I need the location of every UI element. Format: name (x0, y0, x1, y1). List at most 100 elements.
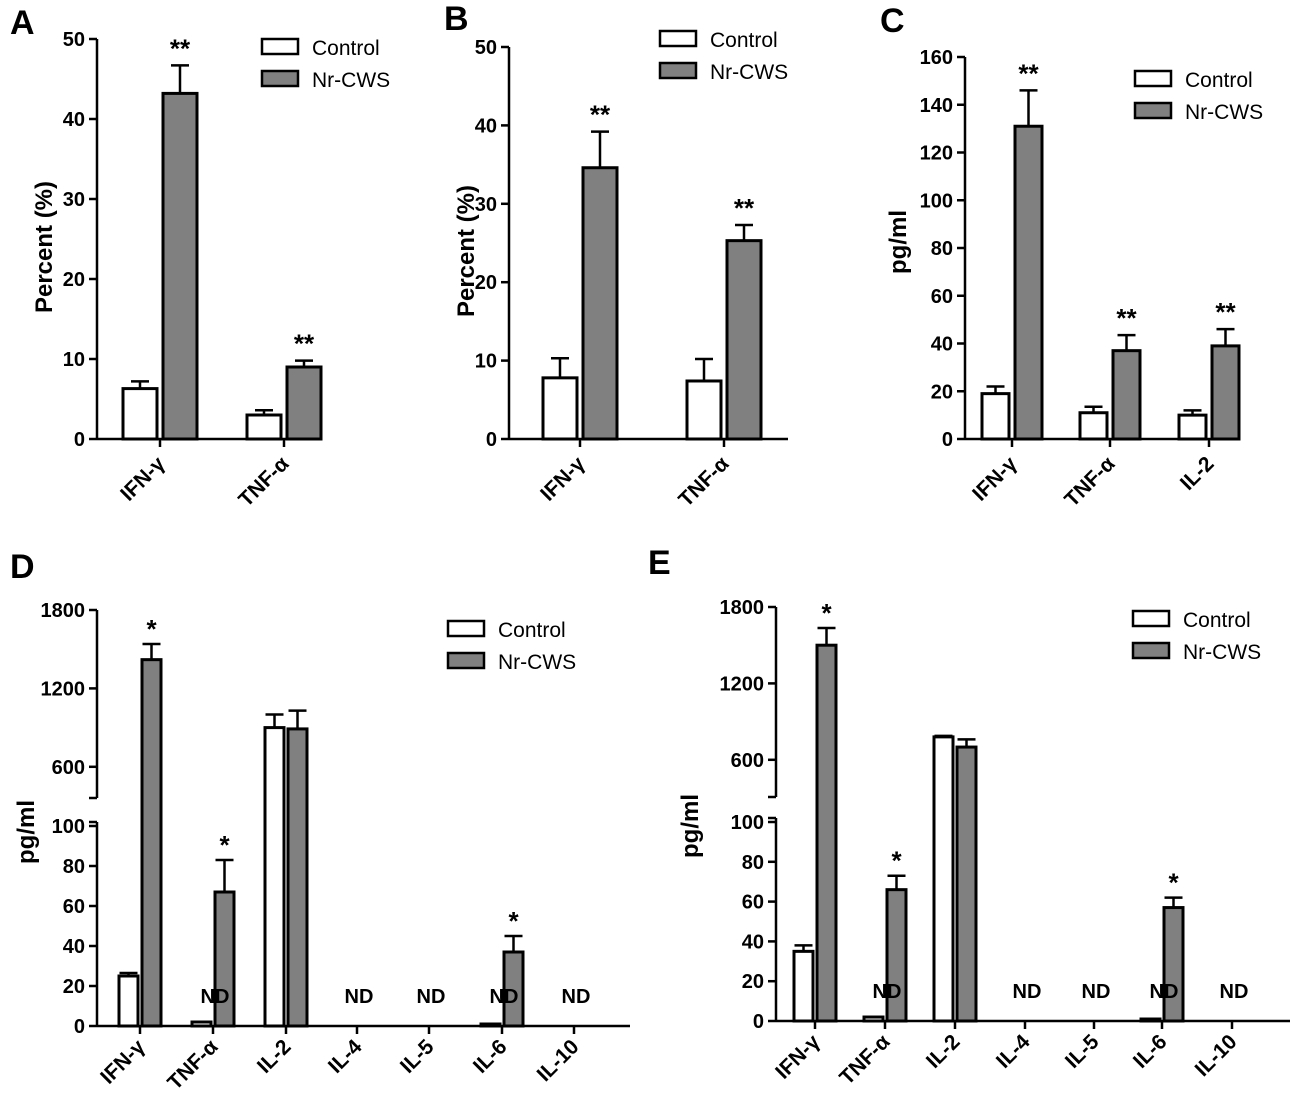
category-label: IL-4 (992, 1030, 1035, 1073)
nd-label: ND (1220, 981, 1249, 1003)
bar-control (117, 974, 140, 1028)
significance-marker: * (219, 830, 230, 860)
y-tick-label: 20 (63, 269, 85, 291)
y-tick-label: 40 (63, 936, 85, 958)
y-axis-label: pg/ml (677, 794, 704, 858)
category-label: TNF-α (234, 452, 293, 511)
y-tick-label: 50 (63, 29, 85, 51)
legend-label-nr-cws: Nr-CWS (1183, 641, 1261, 664)
y-tick-label: 40 (931, 334, 953, 356)
y-tick-label: 20 (63, 976, 85, 998)
significance-marker: ** (1018, 58, 1039, 88)
significance-marker: ** (1215, 297, 1236, 327)
bar-nr-cws (955, 745, 978, 1023)
nd-label: ND (1150, 981, 1179, 1003)
y-tick-label: 100 (920, 190, 953, 212)
panel-label: B (444, 0, 469, 38)
nd-label: ND (490, 986, 519, 1008)
panel-label: A (10, 4, 35, 42)
bar-control (685, 379, 723, 441)
y-tick-label: 160 (920, 47, 953, 69)
significance-marker: * (1168, 868, 1179, 898)
nd-label: ND (873, 981, 902, 1003)
y-tick-label: 20 (931, 381, 953, 403)
legend-swatch-nr-cws (1133, 101, 1173, 120)
bar-nr-cws (1013, 124, 1044, 441)
y-tick-label: 10 (63, 349, 85, 371)
y-tick-label: 100 (52, 816, 85, 838)
y-tick-label: 600 (52, 757, 85, 779)
significance-marker: ** (170, 33, 191, 63)
y-tick-label: 80 (63, 856, 85, 878)
legend-swatch-nr-cws (446, 651, 486, 670)
bar-control (541, 376, 579, 441)
category-label: IFN-γ (536, 452, 590, 506)
y-tick-label: 1200 (720, 673, 765, 695)
significance-marker: * (146, 614, 157, 644)
y-tick-label: 80 (931, 238, 953, 260)
significance-marker: * (821, 598, 832, 628)
y-tick-label: 1800 (41, 600, 86, 622)
category-label: IL-2 (1176, 452, 1219, 495)
legend-label-control: Control (312, 37, 380, 60)
bar-control (932, 735, 955, 1023)
bar-nr-cws (885, 888, 908, 1023)
significance-marker: ** (734, 193, 755, 223)
bar-nr-cws (213, 890, 236, 1028)
y-tick-label: 80 (742, 852, 764, 874)
y-tick-label: 40 (742, 931, 764, 953)
nd-label: ND (417, 986, 446, 1008)
legend-swatch-control (446, 619, 486, 638)
category-label: IFN-γ (96, 1035, 150, 1089)
legend-label-nr-cws: Nr-CWS (1185, 101, 1263, 124)
bar-nr-cws (161, 91, 199, 441)
y-axis-label: Percent (%) (453, 185, 480, 317)
bar-nr-cws (285, 365, 323, 441)
significance-marker: * (891, 846, 902, 876)
legend-swatch-control (1133, 69, 1173, 88)
panel-label: D (10, 548, 35, 586)
category-label: IL-10 (1191, 1030, 1242, 1081)
y-tick-label: 1800 (720, 597, 765, 619)
category-label: IL-6 (469, 1035, 512, 1078)
category-label: TNF-α (163, 1035, 222, 1094)
y-tick-label: 140 (920, 95, 953, 117)
legend-swatch-control (1131, 609, 1171, 628)
legend-swatch-nr-cws (658, 61, 698, 80)
category-label: IL-2 (253, 1035, 296, 1078)
nd-label: ND (345, 986, 374, 1008)
bar-control (190, 1020, 213, 1028)
y-tick-label: 60 (931, 286, 953, 308)
bar-nr-cws (725, 239, 763, 441)
bar-control (980, 392, 1011, 441)
y-tick-label: 100 (731, 812, 764, 834)
y-tick-label: 0 (74, 1016, 85, 1038)
category-label: TNF-α (1060, 452, 1119, 511)
legend-label-nr-cws: Nr-CWS (312, 69, 390, 92)
category-label: IFN-γ (116, 452, 170, 506)
nd-label: ND (1013, 981, 1042, 1003)
significance-marker: * (508, 906, 519, 936)
category-label: IL-2 (922, 1030, 965, 1073)
category-label: IL-6 (1129, 1030, 1172, 1073)
y-tick-label: 0 (486, 429, 497, 451)
legend-label-control: Control (710, 29, 778, 52)
legend-label-control: Control (1183, 609, 1251, 632)
category-label: IFN-γ (771, 1030, 825, 1084)
y-tick-label: 1200 (41, 678, 86, 700)
legend-swatch-nr-cws (260, 69, 300, 88)
bar-control (792, 949, 815, 1023)
significance-marker: ** (1116, 303, 1137, 333)
y-tick-label: 0 (942, 429, 953, 451)
significance-marker: ** (294, 329, 315, 359)
bar-nr-cws (581, 166, 619, 441)
category-label: TNF-α (674, 452, 733, 511)
y-axis-label: pg/ml (13, 800, 40, 864)
bar-control (479, 1022, 502, 1028)
y-tick-label: 60 (63, 896, 85, 918)
significance-marker: ** (590, 100, 611, 130)
y-tick-label: 10 (475, 351, 497, 373)
y-tick-label: 600 (731, 750, 764, 772)
legend-swatch-control (260, 37, 300, 56)
